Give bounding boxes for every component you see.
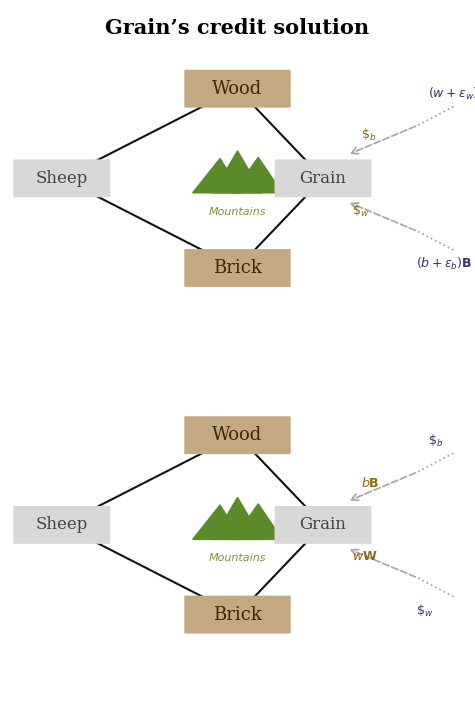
- Polygon shape: [213, 151, 262, 193]
- Polygon shape: [233, 504, 282, 539]
- Text: $b\mathbf{B}$: $b\mathbf{B}$: [361, 476, 380, 490]
- Text: $\$_w$: $\$_w$: [416, 603, 433, 619]
- Text: Mountains: Mountains: [209, 206, 266, 217]
- FancyBboxPatch shape: [13, 506, 110, 544]
- Text: Sheep: Sheep: [36, 516, 88, 534]
- Polygon shape: [213, 497, 262, 539]
- Polygon shape: [193, 505, 242, 539]
- Text: Mountains: Mountains: [209, 553, 266, 563]
- Text: Wood: Wood: [212, 79, 263, 97]
- Polygon shape: [233, 157, 282, 193]
- Text: Brick: Brick: [213, 259, 262, 277]
- FancyBboxPatch shape: [184, 417, 291, 454]
- Text: Grain’s credit solution: Grain’s credit solution: [105, 18, 370, 38]
- Text: $(b + \epsilon_b)\mathbf{B}$: $(b + \epsilon_b)\mathbf{B}$: [416, 256, 472, 272]
- Polygon shape: [193, 158, 242, 193]
- Text: Grain: Grain: [300, 516, 346, 534]
- Text: Wood: Wood: [212, 426, 263, 444]
- FancyBboxPatch shape: [184, 596, 291, 633]
- Text: $\$_w$: $\$_w$: [352, 203, 369, 219]
- FancyBboxPatch shape: [13, 160, 110, 197]
- Text: $\$_b$: $\$_b$: [361, 127, 376, 144]
- FancyBboxPatch shape: [184, 70, 291, 108]
- FancyBboxPatch shape: [184, 249, 291, 287]
- Text: $\$_b$: $\$_b$: [428, 432, 443, 448]
- Text: $(w + \epsilon_w)\mathbf{W}$: $(w + \epsilon_w)\mathbf{W}$: [428, 86, 475, 102]
- Text: $w\mathbf{W}$: $w\mathbf{W}$: [352, 550, 377, 563]
- Text: Grain: Grain: [300, 170, 346, 187]
- Text: Brick: Brick: [213, 606, 262, 624]
- FancyBboxPatch shape: [275, 160, 371, 197]
- Text: Sheep: Sheep: [36, 170, 88, 187]
- FancyBboxPatch shape: [275, 506, 371, 544]
